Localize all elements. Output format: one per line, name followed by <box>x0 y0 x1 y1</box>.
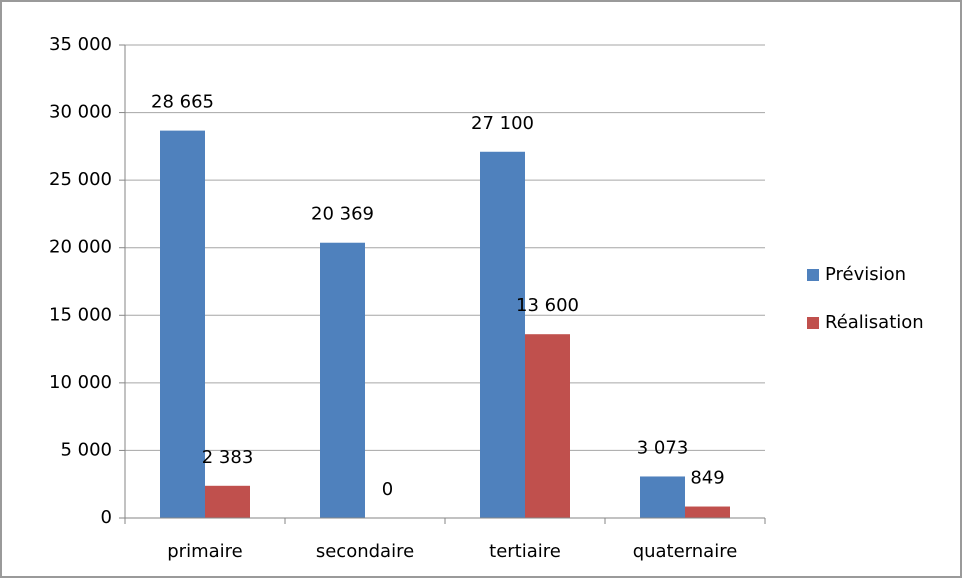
bar <box>320 242 365 518</box>
data-label: 3 073 <box>637 437 689 458</box>
y-tick-label: 20 000 <box>49 237 112 258</box>
bar <box>640 476 685 518</box>
x-tick-label: tertiaire <box>489 541 561 562</box>
x-tick-label: quaternaire <box>633 541 738 562</box>
data-label: 20 369 <box>311 204 374 225</box>
data-label: 27 100 <box>471 113 534 134</box>
data-label: 2 383 <box>202 447 254 468</box>
bar <box>685 506 730 518</box>
bar <box>480 151 525 518</box>
data-label: 849 <box>690 468 724 489</box>
bar <box>160 130 205 518</box>
data-label: 13 600 <box>516 295 579 316</box>
data-label: 0 <box>382 479 393 500</box>
y-tick-label: 15 000 <box>49 304 112 325</box>
bar <box>525 334 570 518</box>
legend-label: Prévision <box>825 264 906 285</box>
legend-label: Réalisation <box>825 312 924 333</box>
y-tick-label: 25 000 <box>49 169 112 190</box>
y-tick-label: 5 000 <box>60 439 112 460</box>
data-label: 28 665 <box>151 92 214 113</box>
y-tick-label: 10 000 <box>49 372 112 393</box>
y-tick-label: 35 000 <box>49 34 112 55</box>
y-tick-label: 30 000 <box>49 102 112 123</box>
y-tick-label: 0 <box>101 507 112 528</box>
legend-swatch <box>807 269 819 281</box>
x-tick-label: secondaire <box>316 541 414 562</box>
bar <box>205 485 250 518</box>
x-tick-label: primaire <box>167 541 242 562</box>
legend-swatch <box>807 317 819 329</box>
